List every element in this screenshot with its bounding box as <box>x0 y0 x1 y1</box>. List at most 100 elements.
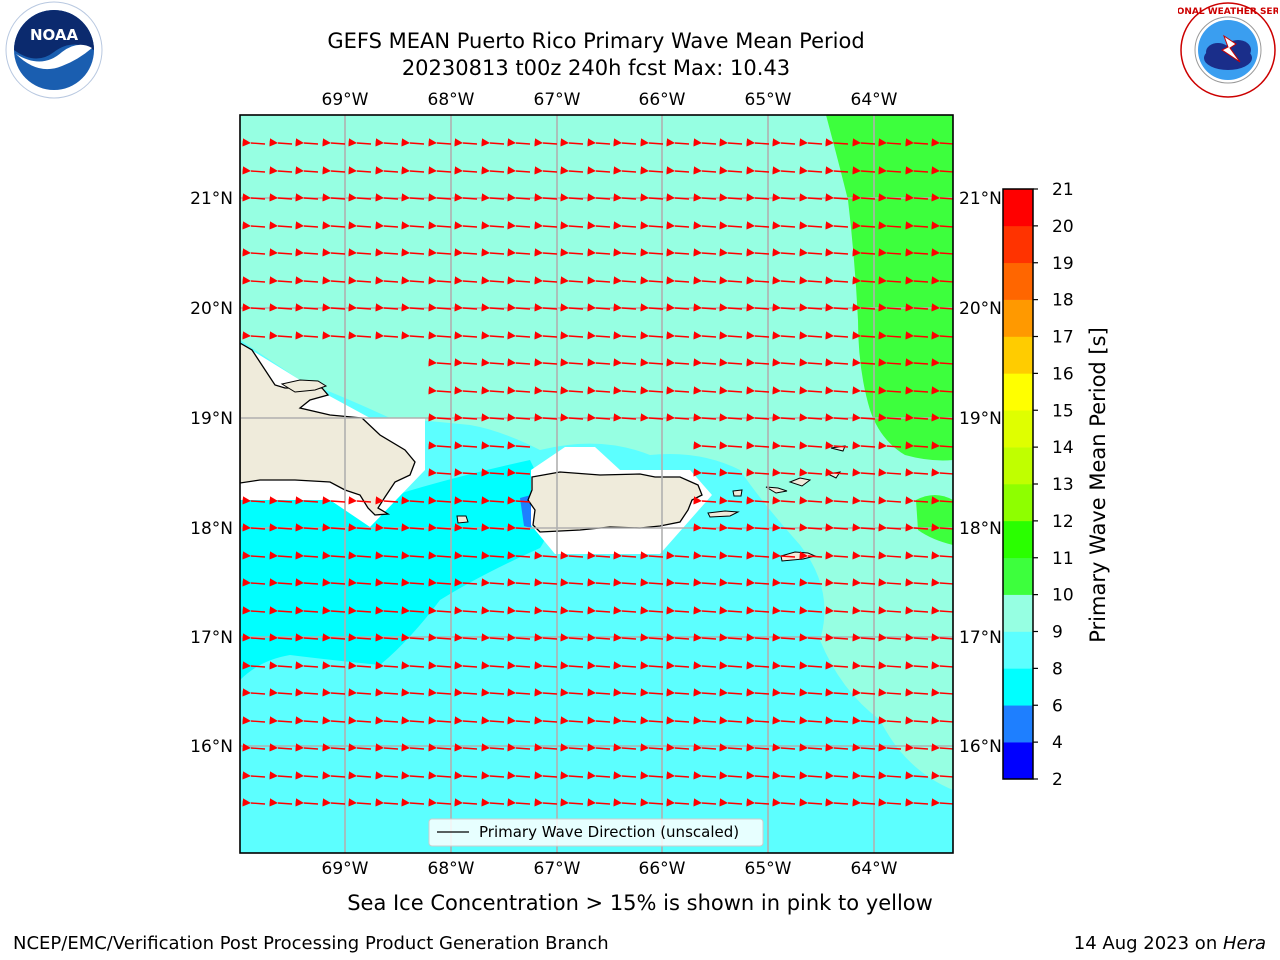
wave-arrow <box>587 276 611 285</box>
lat-label: 16°N <box>190 737 233 757</box>
wave-arrow <box>719 551 743 560</box>
wave-arrow <box>719 523 743 532</box>
wave-arrow <box>799 193 823 202</box>
wave-arrow <box>269 331 293 340</box>
wave-arrow <box>507 166 531 175</box>
wave-arrow <box>587 578 611 587</box>
wave-arrow <box>269 221 293 230</box>
wave-arrow <box>640 303 664 312</box>
wave-arrow <box>613 633 637 642</box>
wave-arrow <box>401 551 425 560</box>
wave-arrow <box>746 798 770 807</box>
wave-arrow <box>481 386 505 395</box>
wave-arrow <box>825 386 849 395</box>
wave-arrow <box>560 798 584 807</box>
wave-arrow <box>348 578 372 587</box>
wave-arrow <box>507 661 531 670</box>
wave-arrow <box>242 688 266 697</box>
wave-arrow <box>534 771 558 780</box>
wave-arrow <box>693 248 717 257</box>
wave-arrow <box>719 468 743 477</box>
wave-arrow <box>719 743 743 752</box>
wave-arrow <box>428 523 452 532</box>
wave-arrow <box>481 138 505 147</box>
wave-arrow <box>587 661 611 670</box>
wave-arrow <box>348 303 372 312</box>
wave-arrow <box>375 688 399 697</box>
wave-arrow <box>719 193 743 202</box>
wave-arrow <box>931 798 953 807</box>
noaa-logo-text: NOAA <box>30 26 79 44</box>
wave-arrow <box>746 303 770 312</box>
wave-arrow <box>428 441 452 450</box>
wave-arrow <box>746 248 770 257</box>
wave-arrow <box>746 716 770 725</box>
wave-arrow <box>322 303 346 312</box>
wave-arrow <box>878 138 902 147</box>
lon-label: 69°W <box>322 859 369 879</box>
wave-arrow <box>905 551 929 560</box>
wave-arrow <box>428 303 452 312</box>
wave-arrow <box>719 386 743 395</box>
wave-arrow <box>295 743 319 752</box>
wave-arrow <box>852 798 876 807</box>
lon-label: 65°W <box>745 859 792 879</box>
wave-arrow <box>481 193 505 202</box>
wave-arrow <box>242 523 266 532</box>
wave-arrow <box>560 661 584 670</box>
wave-arrow <box>693 358 717 367</box>
wave-arrow <box>852 248 876 257</box>
wave-arrow <box>852 551 876 560</box>
wave-arrow <box>905 166 929 175</box>
wave-arrow <box>693 276 717 285</box>
colorbar-swatch <box>1003 631 1033 669</box>
wave-arrow <box>693 468 717 477</box>
wave-arrow <box>242 661 266 670</box>
wave-arrow <box>481 468 505 477</box>
wave-arrow <box>428 468 452 477</box>
wave-arrow <box>799 798 823 807</box>
wave-arrow <box>295 303 319 312</box>
wave-arrow <box>560 331 584 340</box>
wave-arrow <box>693 221 717 230</box>
wave-arrow <box>507 331 531 340</box>
wave-arrow <box>348 606 372 615</box>
wave-arrow <box>534 221 558 230</box>
wave-arrow <box>772 248 796 257</box>
wave-arrow <box>481 771 505 780</box>
wave-arrow <box>772 193 796 202</box>
wave-arrow <box>269 193 293 202</box>
wave-arrow <box>799 358 823 367</box>
wave-arrow <box>322 606 346 615</box>
wave-arrow <box>666 358 690 367</box>
wave-arrow <box>640 688 664 697</box>
wave-arrow <box>507 193 531 202</box>
wave-arrow <box>746 578 770 587</box>
wave-arrow <box>322 743 346 752</box>
wave-arrow <box>931 166 953 175</box>
wave-arrow <box>401 716 425 725</box>
wave-arrow <box>428 688 452 697</box>
wave-arrow <box>799 743 823 752</box>
wave-arrow <box>322 798 346 807</box>
wave-arrow <box>375 276 399 285</box>
wave-arrow <box>348 248 372 257</box>
wave-arrow <box>719 331 743 340</box>
wave-arrow <box>719 441 743 450</box>
wave-arrow <box>931 138 953 147</box>
wave-arrow <box>931 358 953 367</box>
wave-arrow <box>507 138 531 147</box>
wave-arrow <box>905 743 929 752</box>
wave-arrow <box>799 166 823 175</box>
wave-arrow <box>693 523 717 532</box>
wave-arrow <box>878 688 902 697</box>
lon-labels-top: 69°W 68°W 67°W 66°W 65°W 64°W <box>322 90 898 110</box>
wave-arrow <box>931 496 953 505</box>
wave-arrow <box>772 661 796 670</box>
wave-arrow <box>507 633 531 642</box>
wave-arrow <box>560 771 584 780</box>
wave-arrow <box>481 798 505 807</box>
wave-arrow <box>719 661 743 670</box>
wave-arrow <box>905 358 929 367</box>
